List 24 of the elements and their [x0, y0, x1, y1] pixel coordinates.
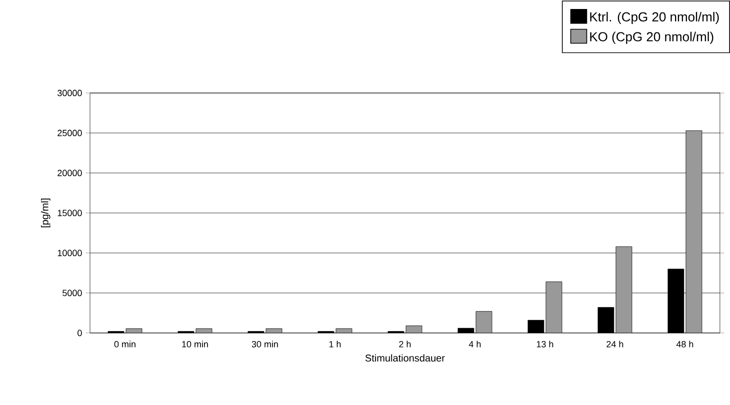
x-tick-label: 0 min [114, 340, 136, 348]
y-tick-label: 30000 [58, 90, 82, 96]
x-tick-label: 10 min [182, 340, 208, 348]
y-tick-label: 20000 [58, 170, 82, 176]
x-tick-label: 13 h [536, 340, 554, 348]
y-axis-title: [pg/ml] [40, 198, 50, 228]
bar [686, 130, 702, 333]
x-tick-label: 48 h [676, 340, 694, 348]
bar [476, 311, 492, 333]
y-tick-label: 25000 [58, 130, 82, 136]
legend-label: KO (CpG 20 nmol/ml) [590, 32, 714, 44]
x-tick-label: 2 h [399, 340, 411, 348]
x-tick-label: 24 h [606, 340, 624, 348]
x-tick-label: 4 h [468, 340, 481, 348]
y-tick-label: 0 [78, 330, 82, 336]
bar [616, 246, 632, 333]
x-tick-label: 1 h [329, 340, 341, 348]
x-axis-title: Stimulationsdauer [365, 354, 445, 362]
x-tick-label: 30 min [252, 340, 278, 348]
y-tick-label: 5000 [62, 290, 82, 296]
legend-label: Ktrl. (CpG 20 nmol/ml) [590, 12, 719, 24]
y-tick-label: 15000 [58, 210, 82, 216]
y-tick-label: 10000 [58, 250, 82, 256]
bar [546, 282, 562, 333]
